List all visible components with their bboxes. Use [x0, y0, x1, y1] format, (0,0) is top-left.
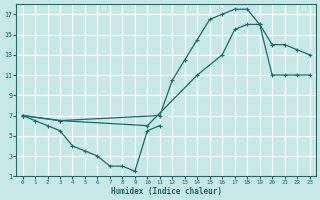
X-axis label: Humidex (Indice chaleur): Humidex (Indice chaleur) [111, 187, 221, 196]
